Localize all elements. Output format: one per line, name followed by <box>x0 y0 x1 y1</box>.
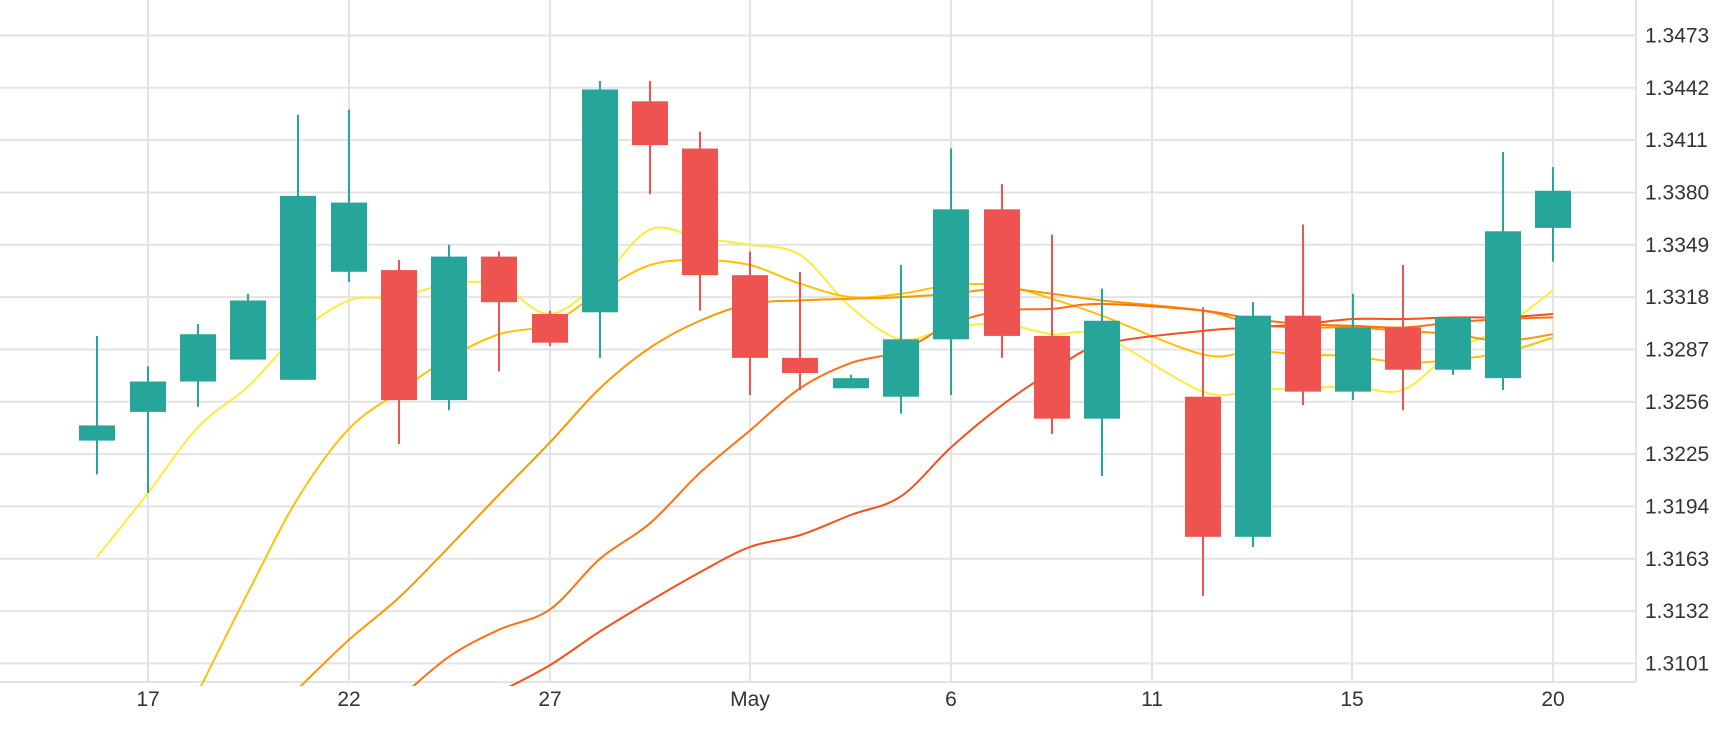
candle-up <box>79 335 115 475</box>
y-tick-label: 1.3287 <box>1645 338 1709 361</box>
y-tick-label: 1.3442 <box>1645 77 1709 100</box>
candle-body <box>782 357 818 374</box>
candle-body <box>1335 327 1371 392</box>
candle-body <box>230 300 266 360</box>
candle-down <box>1034 234 1070 434</box>
candle-up <box>331 109 367 282</box>
candle-body <box>1485 231 1521 379</box>
y-tick-label: 1.3163 <box>1645 548 1709 571</box>
moving-average-line-3 <box>299 287 1554 686</box>
candle-body <box>1385 327 1421 370</box>
candle-up <box>1335 293 1371 401</box>
x-tick-label: 27 <box>538 688 561 711</box>
x-tick-label: 15 <box>1340 688 1363 711</box>
moving-average-line-4 <box>412 302 1554 686</box>
candle-body <box>1185 396 1221 537</box>
moving-average-line-5 <box>508 312 1554 686</box>
x-tick-label: 20 <box>1541 688 1564 711</box>
y-tick-label: 1.3380 <box>1645 181 1709 204</box>
y-tick-label: 1.3194 <box>1645 495 1710 518</box>
candle-down <box>632 81 668 195</box>
x-tick-label: 22 <box>337 688 360 711</box>
candle-body <box>1235 315 1271 537</box>
candle-up <box>431 244 467 411</box>
candle-body <box>331 202 367 272</box>
y-axis-labels: 1.3473 1.3442 1.3411 1.3380 1.3349 1.3318 1.32… <box>1645 24 1710 675</box>
candle-body <box>130 381 166 412</box>
candle-body <box>431 256 467 401</box>
candle-body <box>1034 335 1070 419</box>
y-tick-label: 1.3101 <box>1645 652 1709 675</box>
candle-body <box>883 339 919 397</box>
candle-down <box>481 251 517 372</box>
candle-up <box>883 265 919 414</box>
candle-up <box>933 148 969 396</box>
candle-up <box>180 324 216 407</box>
candle-body <box>280 195 316 380</box>
x-tick-label: 11 <box>1141 688 1163 711</box>
candle-body <box>532 313 568 343</box>
candle-up <box>1435 317 1471 375</box>
candle-down <box>1185 307 1221 596</box>
candle-down <box>782 271 818 390</box>
x-tick-label: May <box>730 688 770 711</box>
candle-down <box>682 131 718 311</box>
candle-up <box>1485 151 1521 390</box>
candle-body <box>632 101 668 146</box>
candle-body <box>582 89 618 313</box>
candle-down <box>381 259 417 444</box>
candle-body <box>1084 320 1120 419</box>
candle-down <box>532 310 568 347</box>
candle-down <box>732 251 768 396</box>
candle-up <box>1235 302 1271 547</box>
x-tick-label: 17 <box>136 688 159 711</box>
x-tick-label: 6 <box>945 688 957 711</box>
y-tick-label: 1.3132 <box>1645 600 1709 623</box>
candle-body <box>79 425 115 441</box>
candle-body <box>984 209 1020 336</box>
y-tick-label: 1.3411 <box>1645 129 1708 152</box>
y-tick-label: 1.3473 <box>1645 24 1709 47</box>
candle-body <box>682 148 718 276</box>
candle-down <box>1385 265 1421 411</box>
candle-up <box>1084 288 1120 477</box>
y-tick-label: 1.3256 <box>1645 391 1709 414</box>
y-tick-label: 1.3225 <box>1645 443 1709 466</box>
candle-up <box>1535 167 1571 262</box>
candle-body <box>1285 315 1321 392</box>
candle-up <box>230 293 266 360</box>
candle-body <box>732 275 768 358</box>
y-tick-label: 1.3318 <box>1645 286 1709 309</box>
candle-up <box>833 374 869 389</box>
candle-body <box>833 378 869 389</box>
candle-body <box>1535 190 1571 228</box>
candle-body <box>180 334 216 382</box>
candle-up <box>280 114 316 380</box>
y-tick-label: 1.3349 <box>1645 234 1709 257</box>
candles <box>79 81 1571 596</box>
candle-down <box>1285 224 1321 406</box>
candle-up <box>130 366 166 493</box>
candle-down <box>984 184 1020 358</box>
x-axis-labels: 17 22 27 May 6 11 15 20 <box>136 688 1564 711</box>
candle-body <box>481 256 517 303</box>
candle-body <box>1435 317 1471 370</box>
candle-body <box>933 209 969 340</box>
candle-up <box>582 81 618 358</box>
candle-body <box>381 270 417 401</box>
